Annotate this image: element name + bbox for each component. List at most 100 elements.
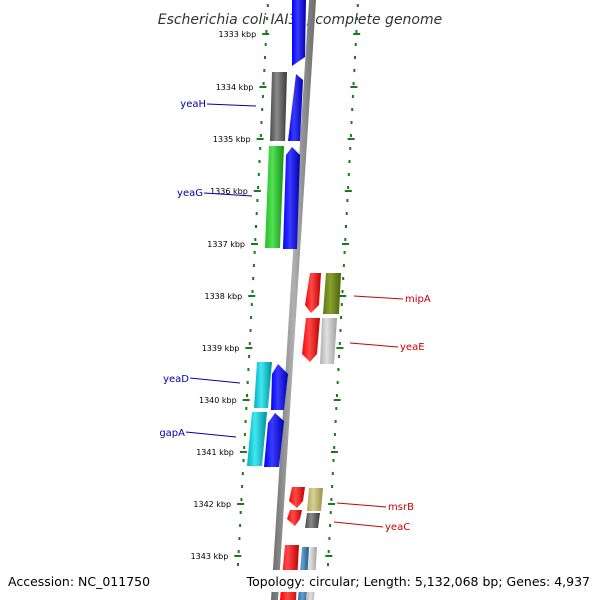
gene-yeaD[interactable] <box>254 362 272 408</box>
kbp-tick-mark <box>245 347 253 349</box>
label-msrB[interactable]: msrB <box>388 502 414 513</box>
gene-msrB[interactable] <box>307 488 323 511</box>
ruler-dot <box>256 199 259 202</box>
label-yeaH[interactable]: yeaH <box>180 99 206 110</box>
gene-labels: yeaH yeaG mipA yeaE yeaD gapA msrB yeaC <box>159 99 431 533</box>
leader-yeaD <box>189 377 241 384</box>
label-mipA[interactable]: mipA <box>405 294 431 305</box>
ruler-dot <box>263 69 266 72</box>
gene-red-msrB-region[interactable] <box>289 487 305 508</box>
ruler-dot <box>255 225 257 228</box>
kbp-label: 1337 kbp <box>207 240 245 249</box>
ruler-dot <box>332 459 335 462</box>
kbp-tick-mark-right <box>336 347 344 349</box>
label-gapA[interactable]: gapA <box>159 428 185 439</box>
ruler-dot <box>254 238 257 241</box>
genome-backbone <box>271 0 316 600</box>
ruler-dot <box>356 4 359 7</box>
label-yeaD[interactable]: yeaD <box>163 374 189 385</box>
ruler-dot <box>353 69 356 72</box>
kbp-label: 1343 kbp <box>191 552 229 561</box>
kbp-label: 1341 kbp <box>196 448 234 457</box>
label-yeaG[interactable]: yeaG <box>177 188 203 199</box>
ruler-dot <box>259 134 262 137</box>
ruler-dot <box>330 498 333 501</box>
ruler-dot <box>340 316 343 319</box>
gene-blue-gapA-partner[interactable] <box>264 413 284 467</box>
ruler-dot <box>266 4 269 7</box>
kbp-tick-mark-right <box>353 33 361 35</box>
gene-gapA[interactable] <box>247 412 267 466</box>
ruler-dot <box>338 355 341 358</box>
gene-red-yeaE-region[interactable] <box>302 318 320 362</box>
gene-red-mipA-region[interactable] <box>305 273 321 313</box>
ruler-dot <box>345 212 348 215</box>
leader-yeaG <box>203 192 253 197</box>
gene-blue-yeaG-partner[interactable] <box>283 147 300 249</box>
ruler-dot <box>245 407 248 410</box>
ruler-dot <box>329 511 332 514</box>
gene-blue-yeaD-partner[interactable] <box>271 364 288 410</box>
ruler-dot <box>350 121 353 124</box>
ruler-dot <box>338 342 341 345</box>
gene-mipA[interactable] <box>323 273 341 314</box>
kbp-tick-mark <box>251 243 258 245</box>
kbp-label: 1342 kbp <box>193 500 231 509</box>
leader-gapA <box>185 431 237 438</box>
gene-top-blue[interactable] <box>292 0 306 66</box>
leader-yeaE <box>349 342 399 348</box>
ruler-dot <box>239 511 242 514</box>
gene-yeaC[interactable] <box>305 513 320 528</box>
footer-background <box>0 570 600 592</box>
gene-yeaE[interactable] <box>320 318 337 364</box>
ruler-dot <box>260 121 263 124</box>
ruler-dot <box>237 550 240 553</box>
kbp-tick-mark-right <box>325 555 333 557</box>
ruler-dot <box>250 303 253 306</box>
kbp-tick-mark-right <box>333 399 341 401</box>
ruler-dot <box>241 485 244 488</box>
ruler-dot <box>259 147 262 150</box>
ruler-dot <box>342 277 345 280</box>
ruler-dot <box>239 524 242 527</box>
ruler-dot <box>258 160 261 163</box>
gene-yeaH[interactable] <box>270 72 287 141</box>
kbp-tick-mark <box>248 295 256 297</box>
ruler-dot <box>335 407 338 410</box>
ruler-dot <box>356 17 359 20</box>
dotted-ruler-lines <box>237 4 359 566</box>
kbp-tick-mark <box>259 86 267 88</box>
label-yeaE[interactable]: yeaE <box>400 342 425 353</box>
kbp-tick-mark <box>234 555 242 557</box>
ruler-dot <box>340 303 343 306</box>
leader-yeaH <box>206 103 257 107</box>
ruler-dot <box>237 563 239 566</box>
gene-blue-yeaH-partner[interactable] <box>288 74 303 141</box>
leader-yeaC <box>333 521 384 528</box>
ruler-dot <box>243 433 246 436</box>
ruler-dot <box>250 316 253 319</box>
ruler-dot <box>347 186 350 189</box>
ruler-dot <box>251 290 254 293</box>
ruler-dot <box>261 95 264 98</box>
gene-red-yeaC-region[interactable] <box>287 510 302 526</box>
gene-yeaG[interactable] <box>265 146 284 248</box>
label-yeaC[interactable]: yeaC <box>385 522 410 533</box>
ruler-dot <box>264 56 266 59</box>
ruler-dot <box>255 212 258 215</box>
kbp-tick-mark <box>239 451 247 453</box>
ruler-dot <box>238 537 241 540</box>
ruler-dot <box>244 420 247 423</box>
ruler-dot <box>336 394 338 397</box>
kbp-tick-mark <box>237 503 245 505</box>
ruler-dot <box>337 368 340 371</box>
ruler-dot <box>341 290 344 293</box>
ruler-dot <box>339 329 342 332</box>
kbp-tick-mark-right <box>328 503 336 505</box>
ruler-dot <box>257 173 260 176</box>
summary-text: Topology: circular; Length: 5,132,068 bp… <box>246 574 590 589</box>
ruler-dot <box>351 108 354 111</box>
ruler-dot <box>351 95 354 98</box>
kbp-label: 1333 kbp <box>218 30 256 39</box>
